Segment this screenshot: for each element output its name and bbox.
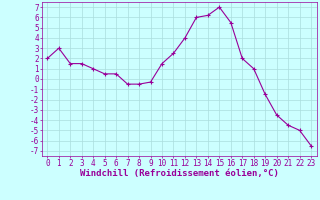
X-axis label: Windchill (Refroidissement éolien,°C): Windchill (Refroidissement éolien,°C) — [80, 169, 279, 178]
